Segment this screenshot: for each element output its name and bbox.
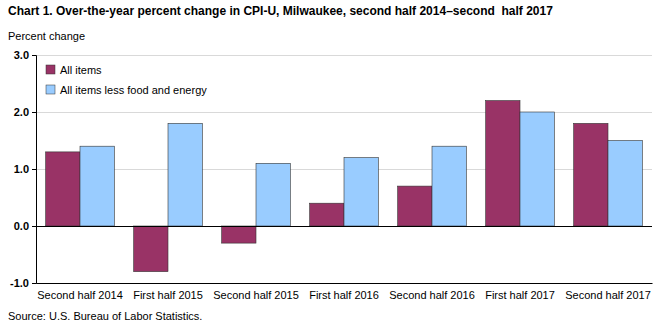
bar: [134, 226, 168, 272]
bar: [520, 112, 554, 226]
title: Chart 1. Over-the-year percent change in…: [8, 4, 553, 18]
y-tick: -1.0: [10, 277, 36, 289]
grid: [36, 55, 652, 283]
x-tick: First half 2015: [133, 289, 203, 301]
y-tick-mark: [32, 169, 36, 170]
bar: [46, 152, 80, 226]
y-tick-label: 0.0: [14, 220, 29, 232]
chart: Chart 1. Over-the-year percent change in…: [0, 0, 659, 326]
bar: [398, 186, 432, 226]
y-tick-mark: [32, 55, 36, 56]
y-axis-title: Percent change: [8, 30, 85, 42]
x-tick-label: Second half 2017: [565, 289, 651, 301]
x-tick-label: First half 2016: [309, 289, 379, 301]
grid-line: [36, 283, 652, 284]
y-tick-mark: [32, 112, 36, 113]
x-axis-line: [37, 283, 653, 284]
x-axis: Second half 2014 First half 2015 Second ha…: [37, 284, 653, 302]
legend: All items All items less food and energy: [46, 64, 207, 96]
x-tick-label: Second half 2016: [389, 289, 475, 301]
y-tick: 0.0: [14, 220, 36, 232]
bar: [574, 123, 608, 226]
y-tick-label: 2.0: [14, 106, 29, 118]
bar: [256, 163, 290, 226]
x-tick: Second half 2017: [565, 289, 651, 301]
y-tick-label: 3.0: [14, 49, 29, 61]
legend-item: All items: [46, 64, 102, 76]
bar: [222, 226, 256, 243]
y-tick: 1.0: [14, 163, 36, 175]
grid-line: [36, 226, 652, 227]
y-tick-label: -1.0: [10, 277, 29, 289]
legend-label: All items: [60, 64, 102, 76]
legend-swatch: [46, 85, 55, 94]
zero-line: [36, 226, 652, 227]
y-axis-line: [32, 56, 37, 284]
x-tick: Second half 2015: [213, 289, 299, 301]
x-tick: Second half 2014: [37, 289, 123, 301]
bar: [486, 101, 520, 226]
bar: [80, 146, 114, 226]
x-tick: First half 2016: [309, 289, 379, 301]
legend-item: All items less food and energy: [46, 84, 207, 96]
grid-line: [36, 112, 652, 113]
y-tick-label: 1.0: [14, 163, 29, 175]
legend-swatch: [46, 65, 55, 74]
plot: -1.0 0.0 1.0 2.0 3.0 Second half 2014 First ha…: [10, 49, 652, 301]
bar: [432, 146, 466, 226]
series: [80, 112, 642, 226]
bar: [168, 123, 202, 226]
source-note: Source: U.S. Bureau of Labor Statistics.: [8, 310, 202, 322]
bar: [310, 203, 344, 226]
x-tick-label: Second half 2015: [213, 289, 299, 301]
bar: [344, 158, 378, 226]
bar: [608, 141, 642, 227]
x-tick-label: First half 2015: [133, 289, 203, 301]
legend-label: All items less food and energy: [60, 84, 207, 96]
series: [46, 101, 608, 272]
y-tick: 3.0: [14, 49, 36, 61]
x-tick: Second half 2016: [389, 289, 475, 301]
x-tick: First half 2017: [485, 289, 555, 301]
grid-line: [36, 55, 652, 56]
x-tick-label: First half 2017: [485, 289, 555, 301]
bars: [46, 101, 643, 272]
y-axis: -1.0 0.0 1.0 2.0 3.0: [10, 49, 36, 289]
y-tick-mark: [32, 283, 36, 284]
x-tick-label: Second half 2014: [37, 289, 123, 301]
y-tick: 2.0: [14, 106, 36, 118]
y-tick-mark: [32, 226, 36, 227]
